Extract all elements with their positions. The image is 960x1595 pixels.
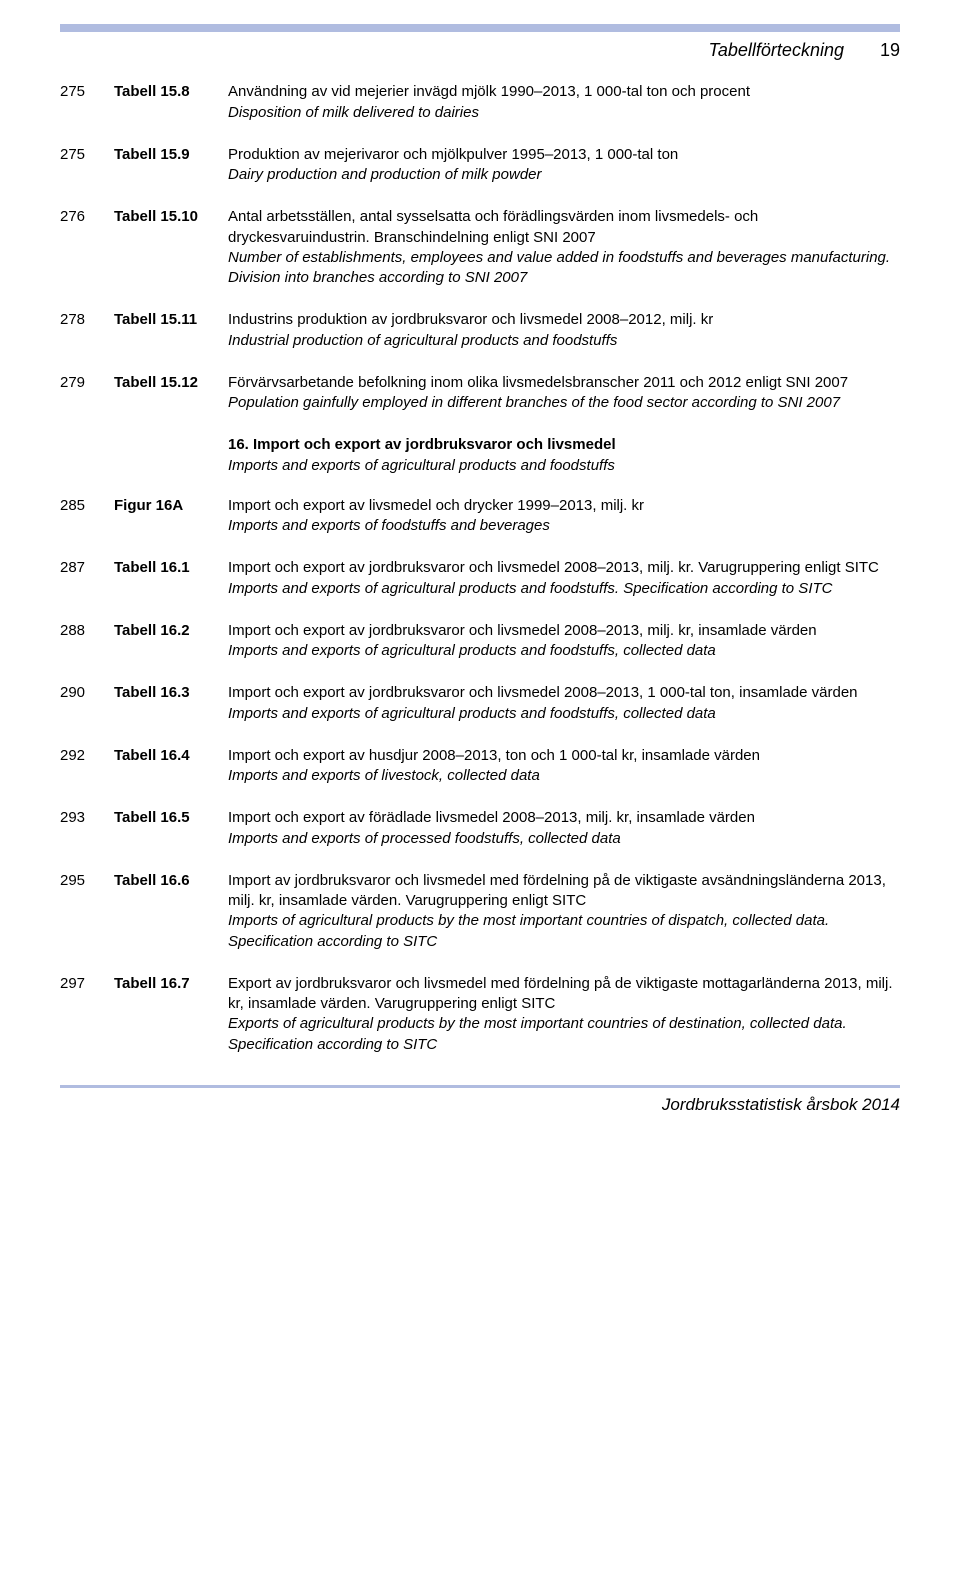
entry-body: Förvärvsarbetande befolkning inom olika … (228, 373, 900, 414)
entry-title-en: Industrial production of agricultural pr… (228, 331, 900, 351)
entry-body: Import av jordbruksvaror och livsmedel m… (228, 871, 900, 952)
entry-title-sv: Import och export av livsmedel och dryck… (228, 496, 900, 516)
entry-title-sv: Import och export av förädlade livsmedel… (228, 808, 900, 828)
top-rule (60, 24, 900, 32)
toc-entry: 287Tabell 16.1Import och export av jordb… (60, 558, 900, 599)
entry-page: 276 (60, 207, 114, 288)
entry-body: Import och export av livsmedel och dryck… (228, 496, 900, 537)
entry-page: 292 (60, 746, 114, 787)
entry-title-sv: Industrins produktion av jordbruksvaror … (228, 310, 900, 330)
entry-page: 287 (60, 558, 114, 599)
entry-title-en: Imports and exports of livestock, collec… (228, 766, 900, 786)
entry-body: Användning av vid mejerier invägd mjölk … (228, 82, 900, 123)
toc-entry: 295Tabell 16.6Import av jordbruksvaror o… (60, 871, 900, 952)
entry-body: Industrins produktion av jordbruksvaror … (228, 310, 900, 351)
footer-text: Jordbruksstatistisk årsbok 2014 (60, 1094, 900, 1117)
section-heading: 16. Import och export av jordbruksvaror … (228, 435, 900, 476)
entry-body: Import och export av jordbruksvaror och … (228, 621, 900, 662)
entry-page: 275 (60, 82, 114, 123)
entry-ref: Tabell 15.8 (114, 82, 228, 123)
toc-entry: 275Tabell 15.8Användning av vid mejerier… (60, 82, 900, 123)
entry-title-en: Imports and exports of agricultural prod… (228, 579, 900, 599)
toc-entry: 292Tabell 16.4Import och export av husdj… (60, 746, 900, 787)
entry-ref: Tabell 15.9 (114, 145, 228, 186)
bottom-rule (60, 1085, 900, 1088)
entry-ref: Tabell 16.3 (114, 683, 228, 724)
entry-title-sv: Produktion av mejerivaror och mjölkpulve… (228, 145, 900, 165)
entry-title-en: Dairy production and production of milk … (228, 165, 900, 185)
entry-title-sv: Import och export av jordbruksvaror och … (228, 683, 900, 703)
toc-block-1: 275Tabell 15.8Användning av vid mejerier… (60, 82, 900, 413)
entry-body: Export av jordbruksvaror och livsmedel m… (228, 974, 900, 1055)
toc-entry: 288Tabell 16.2Import och export av jordb… (60, 621, 900, 662)
section-title-sv: 16. Import och export av jordbruksvaror … (228, 435, 900, 455)
entry-title-sv: Export av jordbruksvaror och livsmedel m… (228, 974, 900, 1015)
header-page-number: 19 (880, 38, 900, 62)
entry-ref: Tabell 16.6 (114, 871, 228, 952)
entry-body: Antal arbetsställen, antal sysselsatta o… (228, 207, 900, 288)
entry-title-en: Imports and exports of agricultural prod… (228, 704, 900, 724)
entry-page: 279 (60, 373, 114, 414)
entry-title-en: Imports and exports of agricultural prod… (228, 641, 900, 661)
toc-entry: 297Tabell 16.7Export av jordbruksvaror o… (60, 974, 900, 1055)
entry-title-sv: Import och export av jordbruksvaror och … (228, 621, 900, 641)
toc-entry: 276Tabell 15.10Antal arbetsställen, anta… (60, 207, 900, 288)
entry-ref: Tabell 16.1 (114, 558, 228, 599)
entry-page: 285 (60, 496, 114, 537)
toc-block-2: 285Figur 16AImport och export av livsmed… (60, 496, 900, 1055)
entry-title-sv: Import och export av husdjur 2008–2013, … (228, 746, 900, 766)
entry-body: Import och export av jordbruksvaror och … (228, 683, 900, 724)
entry-title-en: Population gainfully employed in differe… (228, 393, 900, 413)
entry-title-en: Number of establishments, employees and … (228, 248, 900, 289)
entry-title-en: Exports of agricultural products by the … (228, 1014, 900, 1055)
entry-page: 275 (60, 145, 114, 186)
entry-title-en: Imports and exports of foodstuffs and be… (228, 516, 900, 536)
entry-page: 290 (60, 683, 114, 724)
entry-body: Import och export av förädlade livsmedel… (228, 808, 900, 849)
toc-entry: 290Tabell 16.3Import och export av jordb… (60, 683, 900, 724)
page-container: Tabellförteckning 19 275Tabell 15.8Använ… (0, 0, 960, 1147)
entry-title-sv: Antal arbetsställen, antal sysselsatta o… (228, 207, 900, 248)
entry-title-sv: Användning av vid mejerier invägd mjölk … (228, 82, 900, 102)
entry-title-sv: Import och export av jordbruksvaror och … (228, 558, 900, 578)
entry-ref: Tabell 15.10 (114, 207, 228, 288)
entry-ref: Tabell 15.12 (114, 373, 228, 414)
toc-entry: 285Figur 16AImport och export av livsmed… (60, 496, 900, 537)
entry-title-sv: Import av jordbruksvaror och livsmedel m… (228, 871, 900, 912)
entry-page: 278 (60, 310, 114, 351)
toc-entry: 275Tabell 15.9Produktion av mejerivaror … (60, 145, 900, 186)
entry-ref: Figur 16A (114, 496, 228, 537)
entry-ref: Tabell 16.4 (114, 746, 228, 787)
entry-title-en: Imports and exports of processed foodstu… (228, 829, 900, 849)
toc-entry: 293Tabell 16.5Import och export av föräd… (60, 808, 900, 849)
entry-page: 297 (60, 974, 114, 1055)
header-title: Tabellförteckning (709, 38, 844, 62)
entry-page: 293 (60, 808, 114, 849)
entry-body: Import och export av jordbruksvaror och … (228, 558, 900, 599)
toc-entry: 278Tabell 15.11Industrins produktion av … (60, 310, 900, 351)
entry-ref: Tabell 16.2 (114, 621, 228, 662)
entry-page: 295 (60, 871, 114, 952)
toc-entry: 279Tabell 15.12Förvärvsarbetande befolkn… (60, 373, 900, 414)
entry-title-en: Disposition of milk delivered to dairies (228, 103, 900, 123)
entry-ref: Tabell 16.7 (114, 974, 228, 1055)
section-title-en: Imports and exports of agricultural prod… (228, 456, 900, 476)
entry-body: Produktion av mejerivaror och mjölkpulve… (228, 145, 900, 186)
entry-title-en: Imports of agricultural products by the … (228, 911, 900, 952)
page-header: Tabellförteckning 19 (60, 38, 900, 62)
entry-title-sv: Förvärvsarbetande befolkning inom olika … (228, 373, 900, 393)
entry-ref: Tabell 16.5 (114, 808, 228, 849)
entry-body: Import och export av husdjur 2008–2013, … (228, 746, 900, 787)
entry-page: 288 (60, 621, 114, 662)
entry-ref: Tabell 15.11 (114, 310, 228, 351)
